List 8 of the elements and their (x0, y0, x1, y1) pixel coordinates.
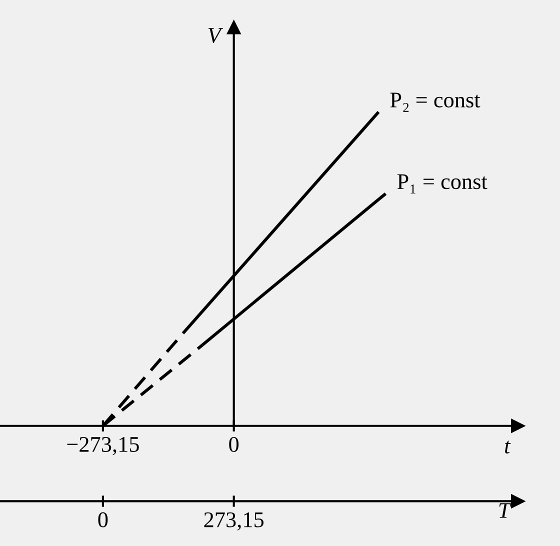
x2-tick-label: 0 (98, 512, 108, 528)
series-label: P₁ = const (397, 174, 488, 194)
x-axis-title: t (505, 440, 511, 454)
series-label: P₂ = const (390, 92, 480, 112)
x-tick-label: −273,15 (67, 437, 139, 456)
x2-axis-title: T (499, 503, 512, 518)
x2-tick-label: 273,15 (204, 512, 264, 530)
y-axis-title: V (208, 28, 224, 44)
